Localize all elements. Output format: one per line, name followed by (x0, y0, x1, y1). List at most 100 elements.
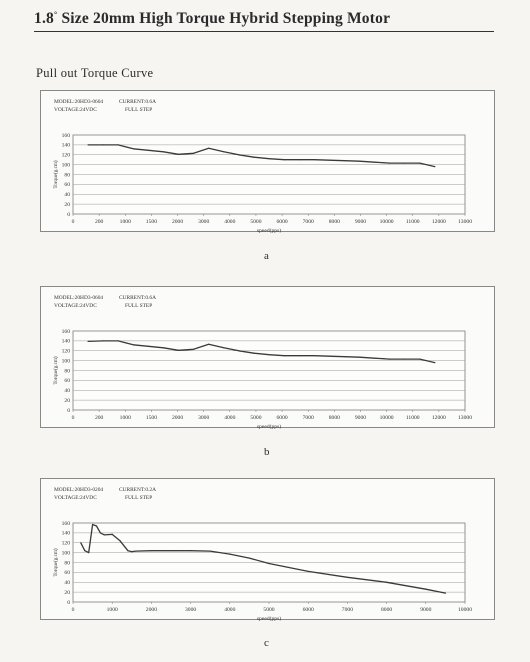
data-point (389, 162, 391, 164)
data-point (190, 550, 192, 552)
data-point (209, 550, 211, 552)
y-tick-label: 80 (64, 172, 70, 178)
data-point (434, 362, 436, 364)
data-point (132, 344, 134, 346)
data-point (298, 355, 300, 357)
data-point (248, 557, 250, 559)
current-label: CURRENT:0.6A (119, 99, 156, 105)
voltage-label: VOLTAGE:24VDC (54, 303, 97, 309)
x-tick-label: 7000 (303, 415, 314, 421)
y-tick-label: 160 (62, 133, 71, 139)
current-label: CURRENT:0.6A (119, 295, 156, 301)
x-tick-label: 7000 (342, 607, 353, 613)
data-point (268, 562, 270, 565)
data-point (103, 534, 105, 536)
data-point (208, 343, 210, 345)
data-point (87, 340, 89, 342)
data-point (307, 570, 309, 572)
y-tick-label: 100 (62, 162, 71, 168)
data-point (298, 159, 300, 161)
voltage-label: VOLTAGE:24VDC (54, 107, 97, 113)
x-tick-label: 200 (95, 219, 104, 225)
chart-caption-a: a (264, 250, 269, 262)
data-point (419, 162, 421, 164)
data-point (193, 348, 195, 350)
data-point (127, 550, 129, 552)
data-point (147, 149, 149, 151)
data-point (162, 347, 165, 349)
x-tick-label: 8000 (329, 219, 340, 225)
data-point (92, 523, 94, 526)
y-tick-label: 160 (62, 521, 71, 527)
data-point (99, 532, 102, 534)
torque-chart-c: MODEL:20HD3-0204 CURRENT:0.2A VOLTAGE:24VD… (40, 478, 495, 621)
data-point (343, 356, 345, 358)
data-point (444, 592, 446, 594)
model-label: MODEL:20HD3-0604 (54, 99, 103, 105)
y-axis-label: Torque(g.cm) (52, 356, 59, 385)
x-tick-label: 1500 (146, 415, 157, 421)
data-point (313, 355, 315, 357)
x-axis-label: speed(pps) (257, 227, 281, 233)
data-point (328, 355, 330, 357)
x-tick-label: 9000 (355, 415, 366, 421)
section-title: Pull out Torque Curve (36, 66, 154, 80)
x-tick-label: 1000 (120, 415, 131, 421)
x-tick-label: 10000 (380, 415, 394, 421)
y-tick-label: 120 (62, 153, 71, 159)
data-point (162, 151, 165, 153)
data-point (229, 553, 231, 555)
x-tick-label: 12000 (432, 219, 446, 225)
data-point (208, 147, 210, 149)
torque-curve (88, 144, 435, 168)
x-tick-label: 4000 (224, 607, 235, 613)
data-point (253, 156, 255, 158)
x-tick-label: 12000 (432, 415, 446, 421)
x-tick-label: 3000 (198, 415, 209, 421)
y-tick-label: 40 (64, 192, 70, 198)
x-tick-label: 10000 (458, 607, 472, 613)
torque-curve (80, 523, 446, 594)
data-point (238, 154, 240, 156)
data-point (150, 550, 152, 552)
chart-caption-b: b (264, 446, 270, 458)
x-tick-label: 5000 (250, 415, 261, 421)
data-point (386, 581, 388, 583)
data-point (80, 542, 82, 544)
data-point (358, 160, 361, 162)
x-tick-label: 13000 (458, 415, 472, 421)
x-tick-label: 11000 (406, 415, 420, 421)
page-title: 1.8° Size 20mm High Torque Hybrid Steppi… (34, 10, 391, 28)
data-point (283, 355, 285, 357)
x-tick-label: 6000 (276, 415, 287, 421)
y-tick-label: 40 (64, 388, 70, 394)
x-tick-label: 5000 (263, 607, 274, 613)
chart-svg: MODEL:20HD3-0604 CURRENT:0.6A VOLTAGE:24VD… (52, 295, 472, 429)
data-point (102, 144, 104, 146)
data-point (193, 152, 195, 154)
x-tick-label: 10000 (380, 219, 394, 225)
torque-chart-a: MODEL:20HD3-0604 CURRENT:0.6A VOLTAGE:24VD… (40, 90, 495, 233)
y-tick-label: 160 (62, 329, 71, 335)
data-point (373, 161, 376, 163)
x-tick-label: 0 (72, 415, 75, 421)
x-tick-label: 200 (95, 415, 104, 421)
x-tick-label: 6000 (276, 219, 287, 225)
data-point (177, 153, 180, 155)
voltage-label: VOLTAGE:24VDC (54, 495, 97, 501)
x-tick-label: 6000 (303, 607, 314, 613)
data-point (87, 144, 89, 146)
x-tick-label: 4000 (224, 219, 235, 225)
y-axis-label: Torque(g.cm) (52, 160, 59, 189)
y-tick-label: 140 (62, 531, 71, 537)
y-tick-label: 20 (64, 398, 70, 404)
x-tick-label: 9000 (420, 607, 431, 613)
data-point (238, 350, 240, 352)
page-header: 1.8° Size 20mm High Torque Hybrid Steppi… (34, 10, 494, 33)
data-point (253, 352, 255, 354)
data-point (117, 340, 119, 342)
data-point (389, 358, 391, 360)
model-label: MODEL:20HD3-0604 (54, 295, 103, 301)
x-tick-label: 7000 (303, 219, 314, 225)
data-point (346, 576, 348, 578)
